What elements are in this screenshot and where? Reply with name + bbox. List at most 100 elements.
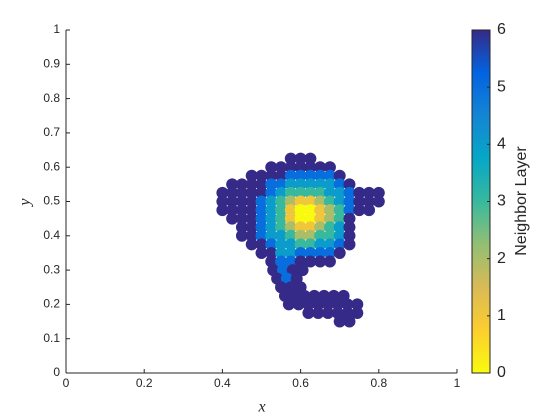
point — [343, 178, 356, 191]
point — [245, 186, 258, 199]
point — [235, 195, 248, 208]
y-tick-label: 1 — [53, 22, 60, 36]
point — [245, 221, 258, 234]
point — [265, 212, 278, 225]
point — [275, 186, 288, 199]
point — [304, 195, 317, 208]
point — [294, 152, 307, 165]
point — [323, 221, 336, 234]
point — [284, 178, 297, 191]
point — [304, 221, 317, 234]
point — [265, 238, 278, 251]
point — [323, 161, 336, 174]
point — [265, 229, 278, 242]
point — [333, 169, 346, 182]
point — [294, 229, 307, 242]
point — [353, 195, 366, 208]
point — [314, 169, 327, 182]
point — [284, 238, 297, 251]
point — [294, 195, 307, 208]
point — [304, 186, 317, 199]
point — [235, 212, 248, 225]
point — [294, 238, 307, 251]
point — [245, 212, 258, 225]
x-tick-label: 0.6 — [292, 376, 309, 390]
point — [323, 229, 336, 242]
point — [323, 238, 336, 251]
point — [304, 178, 317, 191]
point — [255, 169, 268, 182]
point — [275, 246, 288, 259]
point — [333, 315, 346, 328]
point — [323, 212, 336, 225]
point — [333, 238, 346, 251]
point — [343, 212, 356, 225]
point — [275, 238, 288, 251]
point — [226, 204, 239, 217]
point — [314, 212, 327, 225]
colorbar-tick-label: 4 — [497, 136, 506, 153]
point — [372, 195, 385, 208]
point — [296, 264, 309, 277]
point — [321, 306, 334, 319]
point — [333, 204, 346, 217]
y-tick-label: 0.8 — [43, 91, 60, 105]
point — [333, 186, 346, 199]
point — [284, 204, 297, 217]
point — [314, 204, 327, 217]
point — [245, 204, 258, 217]
point — [323, 169, 336, 182]
point — [255, 178, 268, 191]
y-tick-label: 0.4 — [43, 228, 60, 242]
point — [275, 169, 288, 182]
point — [323, 186, 336, 199]
point — [275, 195, 288, 208]
point — [235, 186, 248, 199]
point — [255, 186, 268, 199]
point — [235, 204, 248, 217]
point — [343, 221, 356, 234]
point — [363, 186, 376, 199]
point — [216, 195, 229, 208]
y-tick-label: 0.2 — [43, 297, 60, 311]
point — [314, 246, 327, 259]
point — [284, 229, 297, 242]
point — [323, 204, 336, 217]
point — [333, 246, 346, 259]
point — [265, 195, 278, 208]
point — [275, 221, 288, 234]
colorbar-tick-label: 5 — [497, 78, 506, 95]
x-tick-label: 1 — [454, 376, 461, 390]
point — [304, 246, 317, 259]
point — [265, 178, 278, 191]
point — [294, 186, 307, 199]
point — [245, 178, 258, 191]
point — [314, 161, 327, 174]
x-tick-label: 0.8 — [370, 376, 387, 390]
y-tick-label: 0.9 — [43, 56, 60, 70]
point — [333, 178, 346, 191]
y-tick-label: 0.6 — [43, 159, 60, 173]
point — [302, 306, 315, 319]
point — [226, 186, 239, 199]
point — [304, 204, 317, 217]
y-tick-label: 0 — [53, 365, 60, 379]
point — [294, 178, 307, 191]
point — [302, 298, 315, 311]
point — [363, 195, 376, 208]
point — [312, 298, 325, 311]
point — [323, 178, 336, 191]
point — [284, 161, 297, 174]
point — [294, 212, 307, 225]
point — [304, 152, 317, 165]
point — [304, 238, 317, 251]
point — [353, 204, 366, 217]
point — [333, 195, 346, 208]
point — [363, 204, 376, 217]
point — [245, 238, 258, 251]
colorbar-tick-label: 2 — [497, 250, 506, 267]
point — [216, 204, 229, 217]
point — [331, 298, 344, 311]
y-axis-label: y — [17, 198, 34, 208]
